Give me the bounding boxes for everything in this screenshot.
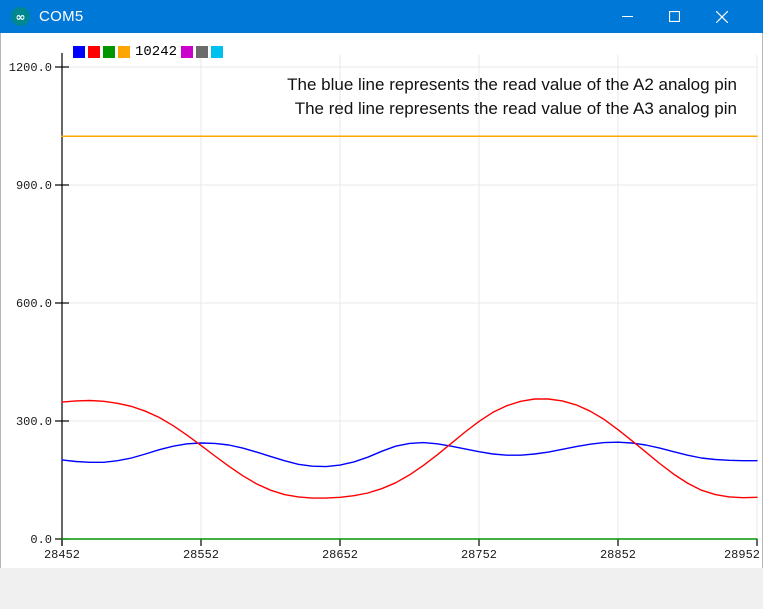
legend-swatches-left (73, 46, 133, 58)
y-tick-label: 900.0 (16, 179, 52, 193)
minimize-button[interactable] (604, 0, 651, 33)
legend-swatch (103, 46, 115, 58)
title-bar[interactable]: ∞ COM5 (0, 0, 763, 33)
series-legend: 10242 (73, 45, 226, 59)
serial-toolbar: 115200 baud Send No line ending (0, 568, 763, 609)
legend-swatch (181, 46, 194, 58)
window-controls (604, 0, 745, 33)
maximize-icon (669, 11, 680, 22)
maximize-button[interactable] (651, 0, 698, 33)
legend-swatch (88, 46, 100, 58)
series-A2-blue-line (61, 441, 758, 468)
minimize-icon (622, 16, 633, 17)
close-button[interactable] (698, 0, 745, 33)
close-icon (715, 10, 728, 23)
legend-swatch (211, 46, 224, 58)
legend-swatch (73, 46, 85, 58)
legend-swatch (118, 46, 130, 58)
y-tick-label: 300.0 (16, 415, 52, 429)
series-A3-red-line (61, 398, 758, 499)
legend-swatch (196, 46, 209, 58)
arduino-icon: ∞ (11, 7, 30, 26)
legend-swatches-right (181, 46, 226, 58)
window-title: COM5 (39, 8, 84, 25)
x-tick-label: 28452 (44, 548, 80, 562)
legend-value-label: 10242 (135, 44, 178, 60)
annotation-line-1: The blue line represents the read value … (287, 75, 737, 94)
annotation-line-2: The red line represents the read value o… (294, 99, 737, 118)
x-tick-label: 28752 (461, 548, 497, 562)
y-tick-label: 0.0 (30, 533, 52, 547)
y-tick-label: 600.0 (16, 297, 52, 311)
x-tick-label: 28852 (600, 548, 636, 562)
x-tick-label: 28652 (322, 548, 358, 562)
y-tick-label: 1200.0 (9, 61, 52, 75)
x-tick-label: 28952 (724, 548, 760, 562)
chart-annotation: The blue line represents the read value … (287, 73, 737, 121)
x-tick-label: 28552 (183, 548, 219, 562)
